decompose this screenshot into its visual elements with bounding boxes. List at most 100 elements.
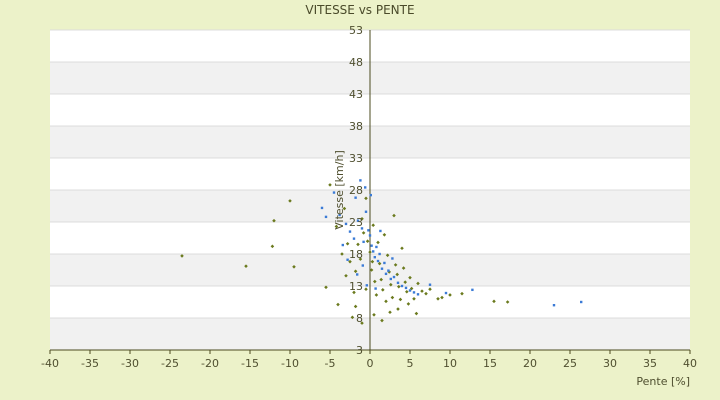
- data-point: [387, 269, 390, 272]
- data-point: [348, 259, 352, 264]
- data-point: [378, 252, 381, 256]
- data-point: [336, 302, 340, 307]
- data-point: [368, 250, 372, 254]
- data-point: [405, 289, 409, 294]
- data-point: [364, 210, 368, 213]
- data-point: [397, 284, 401, 289]
- data-point: [408, 289, 412, 292]
- x-tick-label: -35: [81, 357, 99, 370]
- data-point: [392, 213, 396, 218]
- data-point: [361, 231, 366, 235]
- data-point: [332, 191, 336, 194]
- data-point: [364, 196, 368, 201]
- data-point: [552, 304, 556, 307]
- data-point: [391, 257, 394, 260]
- data-point: [342, 206, 347, 211]
- data-point: [369, 193, 372, 197]
- y-tick-label: 13: [349, 280, 363, 293]
- x-tick-label: 15: [483, 357, 497, 370]
- data-point: [292, 265, 296, 269]
- data-point: [350, 315, 355, 320]
- x-tick-label: 20: [523, 357, 537, 370]
- data-point: [382, 233, 387, 237]
- data-point: [414, 311, 419, 316]
- data-point: [371, 223, 375, 227]
- x-tick-label: -5: [325, 357, 336, 370]
- data-point: [406, 302, 411, 306]
- data-point: [377, 261, 382, 266]
- data-point: [356, 242, 360, 247]
- data-point: [358, 257, 363, 261]
- y-tick-label: 53: [349, 24, 363, 37]
- data-point: [379, 277, 383, 282]
- data-point: [492, 299, 496, 304]
- data-point: [428, 283, 432, 286]
- data-point: [409, 286, 414, 291]
- data-point: [412, 297, 416, 301]
- data-point: [320, 206, 324, 210]
- y-tick-label: 43: [349, 88, 363, 101]
- data-point: [381, 288, 385, 292]
- data-point: [272, 218, 276, 223]
- data-point: [370, 244, 373, 247]
- y-axis-label: Vitesse [km/h]: [333, 150, 346, 230]
- x-tick-label: 30: [603, 357, 617, 370]
- data-point: [180, 254, 184, 258]
- data-point: [364, 287, 368, 291]
- data-point: [420, 289, 424, 293]
- data-point: [384, 299, 388, 304]
- data-point: [328, 183, 332, 187]
- data-point: [395, 272, 399, 277]
- x-tick-label: 0: [367, 357, 374, 370]
- data-point: [384, 272, 388, 276]
- data-point: [346, 258, 349, 261]
- data-point: [361, 264, 364, 267]
- data-point: [372, 250, 375, 253]
- data-point: [580, 300, 583, 304]
- data-point: [352, 237, 356, 240]
- data-point: [359, 179, 362, 182]
- data-point: [345, 241, 350, 246]
- x-axis-label: Pente [%]: [636, 375, 690, 388]
- data-point: [362, 240, 365, 244]
- data-point: [344, 222, 348, 226]
- y-tick-label: 48: [349, 56, 363, 69]
- data-point: [379, 229, 382, 233]
- data-point: [348, 230, 352, 233]
- data-point: [374, 293, 379, 297]
- data-point: [376, 259, 380, 263]
- data-point: [360, 217, 364, 221]
- data-point: [372, 313, 376, 317]
- data-point: [436, 297, 440, 301]
- x-tick-label: 40: [683, 357, 697, 370]
- chart-title: VITESSE vs PENTE: [305, 3, 414, 17]
- data-point: [353, 269, 358, 274]
- data-point: [440, 295, 444, 300]
- data-point: [460, 291, 464, 296]
- data-point: [389, 282, 393, 287]
- data-point: [388, 310, 392, 315]
- data-point: [334, 224, 339, 229]
- data-point: [360, 321, 364, 325]
- x-tick-label: -30: [121, 357, 139, 370]
- data-point: [392, 275, 396, 279]
- data-point: [340, 252, 344, 256]
- data-point: [389, 277, 392, 281]
- data-point: [400, 246, 404, 251]
- x-tick-label: -40: [41, 357, 59, 370]
- data-point: [412, 291, 416, 294]
- data-point: [354, 196, 357, 199]
- data-point: [444, 291, 448, 295]
- data-point: [341, 243, 344, 247]
- data-point: [396, 281, 400, 284]
- data-point: [387, 270, 391, 274]
- y-tick-label: 8: [356, 312, 363, 325]
- data-point: [338, 213, 341, 217]
- data-point: [368, 234, 372, 237]
- data-point: [403, 280, 407, 284]
- data-point: [352, 290, 356, 295]
- data-point: [380, 267, 384, 270]
- x-tick-label: -20: [201, 357, 219, 370]
- data-point: [374, 287, 377, 290]
